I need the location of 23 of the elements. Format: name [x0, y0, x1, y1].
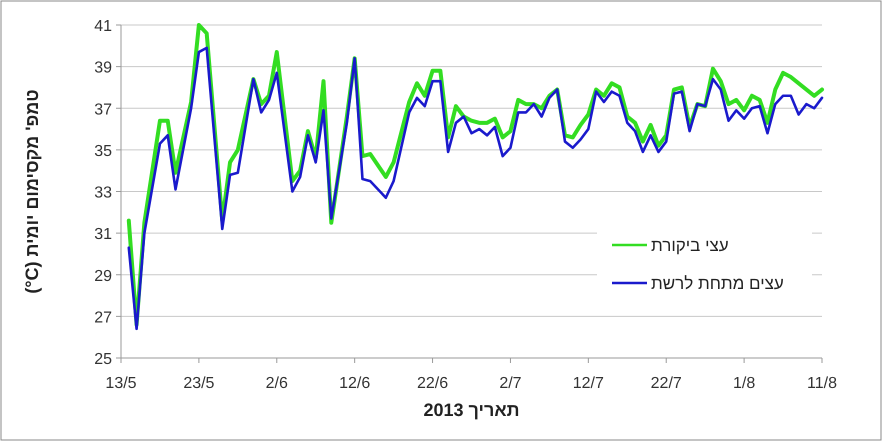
x-tick-label: 22/6 [416, 375, 448, 392]
y-tick-label: 41 [94, 18, 112, 35]
x-tick-label: 12/6 [339, 375, 370, 392]
x-tick-label: 23/5 [183, 375, 215, 392]
y-axis-title: טמפ' מקסימום יומית (C°) [22, 89, 42, 294]
y-tick-label: 25 [94, 351, 112, 368]
legend-label: עצי ביקורת [651, 236, 729, 255]
y-tick-label: 33 [94, 184, 112, 202]
y-tick-label: 27 [94, 309, 112, 326]
y-tick-label: 35 [94, 142, 112, 160]
x-tick-label: 1/8 [732, 375, 756, 392]
legend-label: עצים מתחת לרשת [651, 274, 784, 293]
x-tick-label: 11/8 [807, 375, 838, 392]
y-tick-label: 39 [94, 60, 112, 77]
x-axis-title: תאריך 2013 [423, 400, 520, 420]
y-tick-label: 29 [94, 268, 112, 285]
x-tick-label: 2/7 [499, 375, 522, 392]
y-tick-label: 37 [94, 101, 112, 118]
x-tick-label: 12/7 [572, 375, 604, 392]
y-tick-label: 31 [94, 226, 112, 244]
x-tick-label: 13/5 [105, 375, 137, 392]
x-tick-label: 2/6 [266, 375, 288, 392]
x-tick-label: 22/7 [650, 375, 682, 392]
